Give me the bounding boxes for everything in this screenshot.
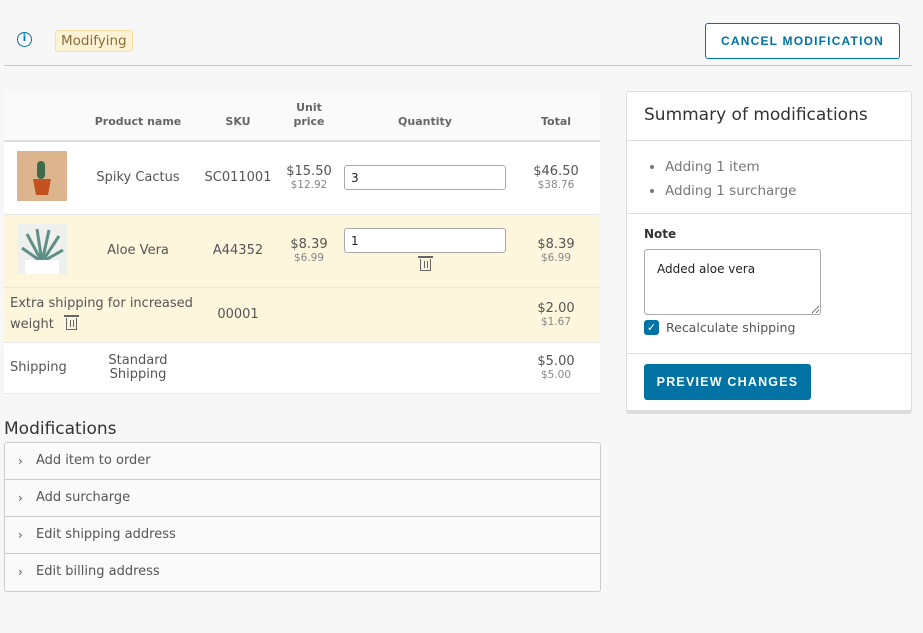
accordion-edit-billing-address[interactable]: › Edit billing address: [5, 554, 600, 591]
summary-item: Adding 1 item: [665, 155, 911, 179]
note-section: Note Added aloe vera ✓ Recalculate shippi…: [627, 214, 911, 354]
col-total: Total: [512, 91, 600, 142]
checkmark-icon[interactable]: ✓: [644, 320, 659, 335]
chevron-right-icon: ›: [18, 491, 23, 505]
order-lines-table: Product name SKU Unit price Quantity Tot…: [4, 91, 600, 394]
total-net: $1.67: [540, 316, 572, 328]
modifications-heading: Modifications: [4, 419, 117, 439]
total-net: $6.99: [540, 252, 572, 264]
sku: A44352: [196, 214, 280, 288]
cactus-image: [17, 150, 67, 201]
summary-panel: Summary of modifications Adding 1 item A…: [626, 91, 912, 414]
shipping-row: Shipping Standard Shipping $5.00 $5.00: [4, 342, 600, 394]
table-row: Aloe Vera A44352 $8.39$6.99 $8.39$6.99: [4, 214, 600, 288]
total-net: $5.00: [540, 369, 572, 381]
summary-title: Summary of modifications: [627, 92, 911, 141]
summary-list: Adding 1 item Adding 1 surcharge: [627, 141, 911, 214]
col-sku: SKU: [196, 91, 280, 142]
info-icon[interactable]: i: [17, 32, 32, 47]
surcharge-row: Extra shipping for increased weight 0000…: [4, 287, 600, 343]
sku: 00001: [196, 287, 280, 343]
accordion-add-surcharge[interactable]: › Add surcharge: [5, 480, 600, 517]
aloe-vera-image: [17, 223, 67, 274]
recalculate-shipping-checkbox[interactable]: ✓ Recalculate shipping: [644, 320, 894, 335]
col-unit-price: Unit price: [280, 91, 338, 142]
shipping-label: Shipping: [4, 342, 80, 394]
chevron-right-icon: ›: [18, 454, 23, 468]
modifications-accordion: › Add item to order › Add surcharge › Edit …: [4, 442, 601, 592]
sku: SC011001: [196, 141, 280, 215]
surcharge-name: Extra shipping for increased weight: [10, 296, 193, 332]
total-net: $38.76: [537, 179, 575, 192]
unit-price-net: $6.99: [293, 252, 325, 264]
accordion-edit-shipping-address[interactable]: › Edit shipping address: [5, 517, 600, 554]
product-name: Aloe Vera: [80, 214, 196, 288]
trash-icon[interactable]: [63, 315, 79, 330]
unit-price: $8.39: [290, 237, 328, 252]
table-row: Spiky Cactus SC011001 $15.50$12.92 $46.5…: [4, 141, 600, 215]
chevron-right-icon: ›: [18, 565, 23, 579]
quantity-input[interactable]: [344, 165, 506, 191]
total: $8.39: [537, 237, 575, 252]
product-name: Spiky Cactus: [80, 141, 196, 215]
col-product-name: Product name: [80, 91, 196, 142]
note-label: Note: [644, 227, 677, 241]
trash-icon[interactable]: [417, 256, 433, 271]
note-textarea[interactable]: Added aloe vera: [644, 249, 821, 315]
total: $46.50: [533, 164, 579, 180]
total: $5.00: [537, 354, 575, 369]
cancel-modification-button[interactable]: CANCEL MODIFICATION: [705, 23, 900, 59]
preview-changes-button[interactable]: PREVIEW CHANGES: [644, 364, 811, 400]
top-bar: i Modifying CANCEL MODIFICATION: [4, 0, 912, 66]
accordion-add-item[interactable]: › Add item to order: [5, 443, 600, 480]
chevron-right-icon: ›: [18, 528, 23, 542]
unit-price-net: $12.92: [290, 179, 328, 192]
unit-price: $15.50: [286, 164, 332, 180]
total: $2.00: [537, 301, 575, 316]
quantity-input[interactable]: [344, 228, 506, 253]
summary-item: Adding 1 surcharge: [665, 179, 911, 203]
col-quantity: Quantity: [338, 91, 512, 142]
status-badge: Modifying: [55, 30, 133, 52]
col-image: [4, 91, 80, 142]
shipping-method: Standard Shipping: [80, 342, 196, 394]
